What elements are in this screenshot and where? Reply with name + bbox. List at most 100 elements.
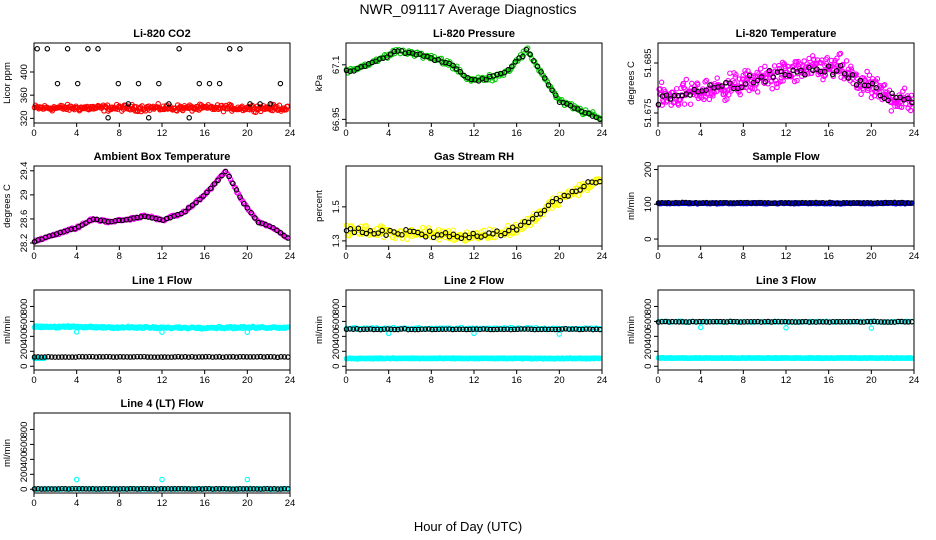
data-point xyxy=(490,231,496,237)
data-point xyxy=(700,200,706,206)
data-point xyxy=(277,80,284,87)
data-point xyxy=(86,353,93,360)
data-point xyxy=(64,46,71,52)
data-point xyxy=(833,68,840,74)
data-point xyxy=(695,81,701,88)
panel-title: Li-820 Temperature xyxy=(736,28,837,40)
data-point xyxy=(72,354,79,360)
data-point xyxy=(112,218,119,224)
data-point xyxy=(542,75,548,81)
y-tick-label: 400 xyxy=(331,328,342,344)
data-point xyxy=(185,205,192,211)
y-tick-label: 0 xyxy=(19,364,30,369)
x-tick-label: 12 xyxy=(781,128,792,139)
data-point xyxy=(446,326,452,332)
x-tick-label: 20 xyxy=(554,251,565,262)
data-point xyxy=(683,319,689,325)
data-point xyxy=(134,353,140,360)
data-point xyxy=(758,319,764,325)
data-point xyxy=(480,227,487,234)
data-point xyxy=(398,326,405,332)
data-point xyxy=(52,486,58,492)
data-point xyxy=(274,486,281,492)
data-point xyxy=(96,486,103,492)
data-point xyxy=(845,75,852,81)
data-point xyxy=(796,200,802,206)
x-tick-label: 4 xyxy=(386,251,391,262)
data-point xyxy=(707,319,713,325)
x-tick-label: 24 xyxy=(285,498,296,509)
data-point xyxy=(35,486,41,492)
data-point xyxy=(710,318,717,325)
data-point xyxy=(761,318,768,325)
data-point xyxy=(237,194,243,200)
data-point xyxy=(772,318,778,325)
data-point xyxy=(278,486,284,492)
data-point xyxy=(696,200,703,206)
data-point xyxy=(874,318,881,325)
data-point xyxy=(577,187,583,193)
x-tick-label: 16 xyxy=(199,251,210,262)
y-tick-label: 28.2 xyxy=(19,234,30,253)
data-point xyxy=(537,211,544,217)
data-point xyxy=(782,318,788,325)
data-point xyxy=(130,215,137,221)
data-point xyxy=(367,228,374,234)
data-point xyxy=(554,202,560,208)
data-point xyxy=(105,115,111,121)
data-point xyxy=(172,486,178,492)
data-point xyxy=(857,200,864,206)
data-point xyxy=(471,330,477,337)
data-point xyxy=(814,66,820,72)
data-point xyxy=(824,54,830,61)
data-point xyxy=(713,318,720,325)
data-point xyxy=(528,326,535,333)
data-point xyxy=(885,97,891,104)
data-point xyxy=(213,354,219,360)
data-point xyxy=(490,234,497,240)
data-point xyxy=(501,69,508,76)
data-point xyxy=(367,326,374,332)
data-point xyxy=(450,62,456,69)
data-point xyxy=(395,48,401,54)
data-point xyxy=(159,476,165,483)
data-point xyxy=(96,354,103,360)
data-point xyxy=(158,354,164,360)
data-point xyxy=(864,199,871,206)
data-point xyxy=(257,101,263,107)
data-point xyxy=(226,46,233,52)
data-point xyxy=(545,326,552,333)
data-point xyxy=(100,486,106,492)
data-point xyxy=(710,200,717,206)
data-point xyxy=(822,69,828,75)
data-point xyxy=(222,168,229,175)
y-tick-label: 600 xyxy=(643,313,654,329)
data-point xyxy=(83,354,89,360)
x-tick-label: 4 xyxy=(74,498,79,509)
data-point xyxy=(907,107,914,114)
data-point xyxy=(404,236,410,242)
data-point xyxy=(825,63,832,69)
data-point xyxy=(754,77,761,84)
x-tick-label: 4 xyxy=(698,128,703,139)
data-point xyxy=(775,200,782,207)
data-point xyxy=(902,319,908,325)
data-point xyxy=(826,199,833,206)
x-tick-label: 0 xyxy=(31,498,36,509)
y-tick-label: 67.1 xyxy=(331,56,342,75)
data-point xyxy=(754,89,761,95)
panel-3: Li-820 Temperature 0 4 8 12 16 20 24 51.675 51.68… xyxy=(626,28,919,139)
data-point xyxy=(725,91,732,98)
data-point xyxy=(237,486,243,492)
data-point xyxy=(902,200,908,206)
data-point xyxy=(552,326,559,333)
data-point xyxy=(432,326,439,333)
data-point xyxy=(750,80,757,86)
data-point xyxy=(250,486,257,492)
data-point xyxy=(809,53,816,59)
data-point xyxy=(901,85,908,92)
data-point xyxy=(34,238,40,244)
data-point xyxy=(776,62,782,69)
x-tick-label: 24 xyxy=(285,128,296,139)
y-tick-label: 800 xyxy=(331,299,342,315)
